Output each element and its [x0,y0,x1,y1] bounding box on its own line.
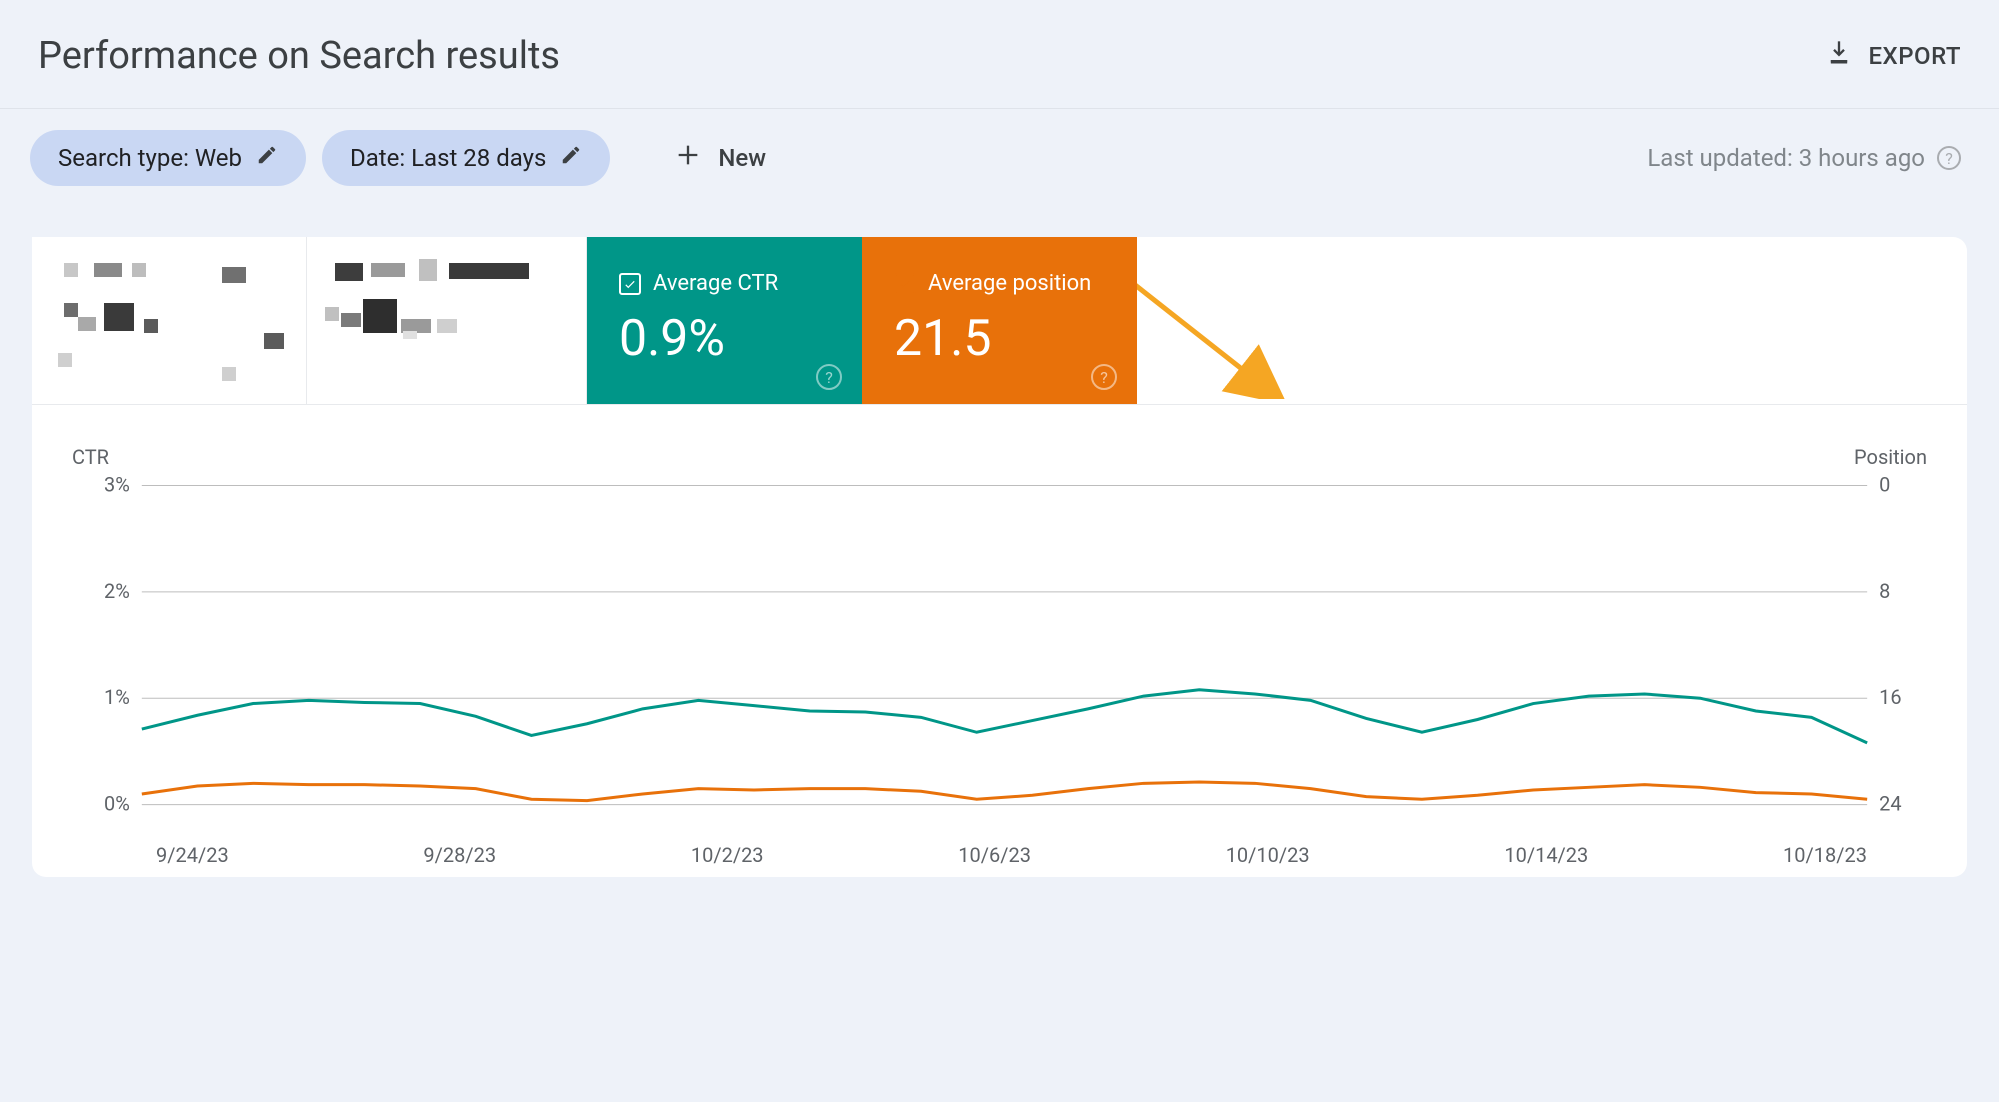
right-axis-title: Position [1854,445,1927,469]
chart-area: CTR Position 3% 0 2% 8 1% 16 0% 24 9/24/23 9/28/… [32,405,1967,877]
pixelated-placeholder [307,237,586,404]
filter-chip-search-type[interactable]: Search type: Web [30,130,306,186]
svg-text:16: 16 [1879,686,1901,709]
svg-text:24: 24 [1879,793,1901,816]
last-updated-text: Last updated: 3 hours ago [1647,144,1925,172]
line-chart: 3% 0 2% 8 1% 16 0% 24 [72,475,1927,835]
checkbox-icon [894,273,916,295]
x-tick-label: 10/14/23 [1504,843,1588,867]
new-filter-button[interactable]: New [650,129,790,187]
metric-tile-ctr[interactable]: Average CTR 0.9% ? [587,237,862,404]
x-tick-label: 9/28/23 [423,843,496,867]
download-icon [1825,39,1853,73]
left-axis-title: CTR [72,445,109,469]
checkbox-icon [619,273,641,295]
new-label: New [718,144,766,172]
svg-text:3%: 3% [104,475,130,496]
metric-label: Average position [928,271,1091,296]
export-label: EXPORT [1869,42,1962,70]
page-header: Performance on Search results EXPORT [0,0,1999,109]
metric-tiles-row: Average CTR 0.9% ? Average position 21.5… [32,237,1967,405]
x-tick-label: 10/6/23 [958,843,1031,867]
filter-chip-date[interactable]: Date: Last 28 days [322,130,610,186]
filter-label: Date: Last 28 days [350,144,546,172]
page-title: Performance on Search results [38,34,560,78]
svg-text:0%: 0% [104,793,130,816]
svg-text:2%: 2% [104,580,130,603]
filters-row: Search type: Web Date: Last 28 days New … [0,109,1999,217]
help-icon[interactable]: ? [1937,146,1961,170]
pixelated-placeholder [32,237,306,404]
metric-value: 0.9% [619,310,830,368]
filter-label: Search type: Web [58,144,242,172]
plus-icon [674,141,702,175]
pencil-icon [560,144,582,172]
metric-value: 21.5 [894,310,1105,368]
performance-card: Average CTR 0.9% ? Average position 21.5… [32,237,1967,877]
metric-tile-clicks-blurred[interactable] [32,237,307,404]
pencil-icon [256,144,278,172]
metric-tile-position[interactable]: Average position 21.5 ? [862,237,1137,404]
export-button[interactable]: EXPORT [1825,39,1962,73]
svg-text:1%: 1% [104,686,130,709]
x-tick-label: 9/24/23 [156,843,229,867]
svg-text:0: 0 [1879,475,1890,496]
x-axis-labels: 9/24/23 9/28/23 10/2/23 10/6/23 10/10/23 10/1… [72,843,1927,867]
metric-label: Average CTR [653,271,778,296]
help-icon[interactable]: ? [1091,364,1117,390]
last-updated: Last updated: 3 hours ago ? [1647,144,1961,172]
x-tick-label: 10/2/23 [691,843,764,867]
metric-tile-impressions-blurred[interactable] [307,237,587,404]
x-tick-label: 10/18/23 [1783,843,1867,867]
help-icon[interactable]: ? [816,364,842,390]
svg-text:8: 8 [1879,580,1890,603]
x-tick-label: 10/10/23 [1226,843,1310,867]
